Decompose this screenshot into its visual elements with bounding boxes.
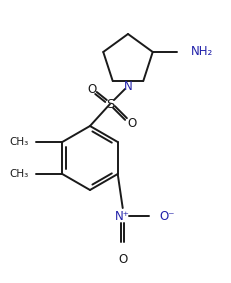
Text: O: O [127, 117, 136, 130]
Text: O: O [118, 253, 127, 266]
Text: O: O [87, 83, 96, 95]
Text: S: S [105, 98, 114, 110]
Text: N: N [123, 80, 132, 93]
Text: NH₂: NH₂ [190, 46, 212, 59]
Text: CH₃: CH₃ [9, 169, 28, 179]
Text: CH₃: CH₃ [9, 137, 28, 147]
Text: O⁻: O⁻ [159, 209, 174, 222]
Text: N⁺: N⁺ [115, 209, 130, 222]
